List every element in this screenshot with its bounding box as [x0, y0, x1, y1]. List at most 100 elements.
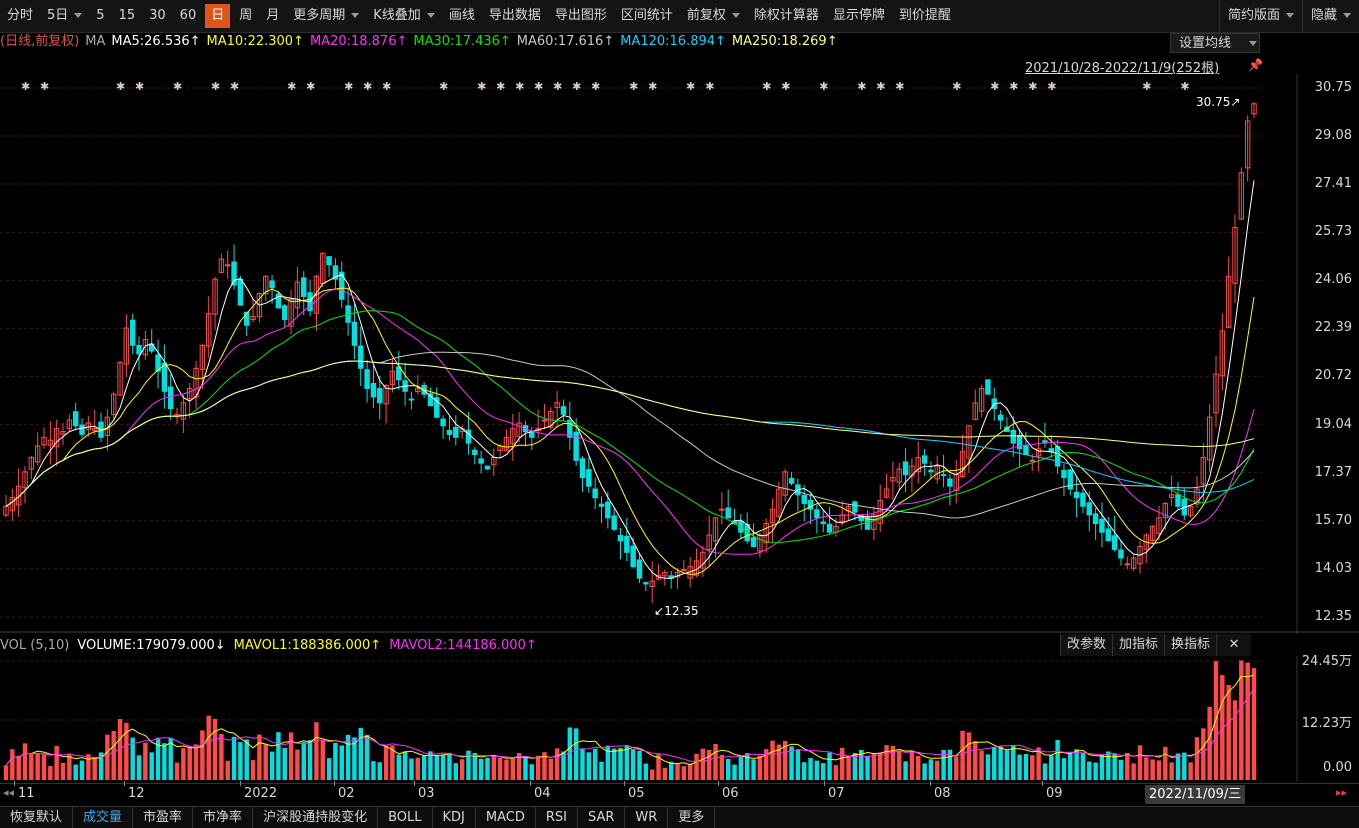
volume-bar	[1099, 754, 1105, 780]
toolbar-item-4[interactable]: 30	[142, 0, 173, 32]
toolbar-item-18[interactable]: 到价提醒	[892, 0, 958, 32]
tab-0[interactable]: 恢复默认	[0, 807, 74, 828]
toolbar-right-0[interactable]: 简约版面	[1218, 0, 1302, 32]
event-marker-icon[interactable]: ✱	[515, 80, 524, 93]
toolbar-item-3[interactable]: 15	[112, 0, 143, 32]
event-marker-icon[interactable]: ✱	[876, 80, 885, 93]
event-marker-icon[interactable]: ✱	[477, 80, 486, 93]
event-marker-icon[interactable]: ✱	[1142, 80, 1151, 93]
date-range-link[interactable]: 2021/10/28-2022/11/9(252根)	[1025, 61, 1220, 76]
candle-body	[364, 369, 370, 389]
tab-11[interactable]: 更多	[668, 807, 716, 828]
toolbar-item-14[interactable]: 区间统计	[614, 0, 680, 32]
event-marker-icon[interactable]: ✱	[952, 80, 961, 93]
event-marker-icon[interactable]: ✱	[781, 80, 790, 93]
volume-bar	[377, 762, 382, 780]
candle-body	[465, 429, 472, 444]
edit-params-button[interactable]: 改参数	[1060, 634, 1113, 656]
tab-3[interactable]: 市净率	[193, 807, 254, 828]
candlestick-chart[interactable]: ✱ ✱ ✱ ✱ ✱ ✱ ✱ ✱ ✱ ✱ ✱ ✱ ✱ ✱ ✱ ✱ ✱ ✱ ✱ ✱ ✱ ✱ ✱ ✱ ✱ ✱ ✱ ✱ ✱ ✱ ✱ ✱ ✱ ✱ ✱ ✱ ✱ 30.…	[0, 74, 1359, 634]
event-marker-icon[interactable]: ✱	[1028, 80, 1037, 93]
date-axis: ◂◂ 2022/11/09/三 ▸▸ 11 12 2022 02 03 04 05 06 07 0…	[0, 781, 1359, 806]
event-marker-icon[interactable]: ✱	[553, 80, 562, 93]
tab-2[interactable]: 市盈率	[133, 807, 194, 828]
event-marker-icon[interactable]: ✱	[762, 80, 771, 93]
event-marker-icon[interactable]: ✱	[705, 80, 714, 93]
scroll-left-icon[interactable]: ◂◂	[3, 786, 15, 799]
toolbar-item-12[interactable]: 导出数据	[482, 0, 548, 32]
chevron-down-icon	[731, 13, 740, 18]
event-marker-icon[interactable]: ✱	[439, 80, 448, 93]
pin-icon[interactable]: 📌	[1248, 58, 1263, 72]
tab-7[interactable]: MACD	[476, 807, 536, 828]
event-marker-icon[interactable]: ✱	[819, 80, 828, 93]
toolbar-item-0[interactable]: 分时	[0, 0, 40, 32]
tab-1[interactable]: 成交量	[73, 807, 134, 828]
event-marker-icon[interactable]: ✱	[648, 80, 657, 93]
volume-bar	[725, 759, 731, 780]
candle-body	[1244, 120, 1251, 169]
event-marker-icon[interactable]: ✱	[230, 80, 239, 93]
scroll-right-icon[interactable]: ▸▸	[1336, 786, 1348, 799]
toolbar-item-label: 60	[179, 8, 197, 23]
toolbar-item-13[interactable]: 导出图形	[548, 0, 614, 32]
candle-body	[1175, 494, 1181, 507]
toolbar-item-17[interactable]: 显示停牌	[826, 0, 892, 32]
event-marker-icon[interactable]: ✱	[287, 80, 296, 93]
volume-bar	[814, 760, 820, 780]
price-tick: 20.72	[1314, 368, 1352, 384]
event-marker-icon[interactable]: ✱	[1180, 80, 1189, 93]
set-ma-button[interactable]: 设置均线	[1170, 33, 1260, 53]
toolbar-item-8[interactable]: 月	[259, 0, 286, 32]
event-marker-icon[interactable]: ✱	[21, 80, 30, 93]
tab-9[interactable]: SAR	[578, 807, 626, 828]
volume-chart[interactable]	[0, 656, 1359, 782]
tab-4[interactable]: 沪深股通持股变化	[253, 807, 379, 828]
add-indicator-button[interactable]: 加指标	[1112, 634, 1165, 656]
event-marker-icon[interactable]: ✱	[895, 80, 904, 93]
toolbar-item-5[interactable]: 60	[173, 0, 204, 32]
event-marker-icon[interactable]: ✱	[990, 80, 999, 93]
event-marker-icon[interactable]: ✱	[40, 80, 49, 93]
month-tick: 11	[18, 786, 35, 801]
switch-indicator-button[interactable]: 换指标	[1164, 634, 1217, 656]
toolbar-item-11[interactable]: 画线	[442, 0, 482, 32]
toolbar-item-9[interactable]: 更多周期	[286, 0, 366, 32]
volume-bar	[320, 739, 325, 780]
toolbar-item-6[interactable]: 日	[205, 4, 231, 28]
volume-bar	[307, 740, 313, 780]
event-marker-icon[interactable]: ✱	[686, 80, 695, 93]
tab-8[interactable]: RSI	[536, 807, 578, 828]
tab-6[interactable]: KDJ	[433, 807, 476, 828]
event-marker-icon[interactable]: ✱	[534, 80, 543, 93]
tab-10[interactable]: WR	[625, 807, 669, 828]
event-marker-icon[interactable]: ✱	[1009, 80, 1018, 93]
event-marker-icon[interactable]: ✱	[857, 80, 866, 93]
event-marker-icon[interactable]: ✱	[306, 80, 315, 93]
event-marker-icon[interactable]: ✱	[344, 80, 353, 93]
event-marker-icon[interactable]: ✱	[1047, 80, 1056, 93]
event-marker-icon[interactable]: ✱	[173, 80, 182, 93]
event-marker-icon[interactable]: ✱	[629, 80, 638, 93]
event-marker-icon[interactable]: ✱	[135, 80, 144, 93]
event-marker-icon[interactable]: ✱	[591, 80, 600, 93]
toolbar-item-10[interactable]: K线叠加	[366, 0, 442, 32]
month-tick: 08	[934, 786, 951, 801]
toolbar-item-7[interactable]: 周	[232, 0, 259, 32]
toolbar-item-1[interactable]: 5日	[40, 0, 89, 32]
toolbar-item-16[interactable]: 除权计算器	[747, 0, 826, 32]
event-marker-icon[interactable]: ✱	[363, 80, 372, 93]
toolbar-item-label: 15	[118, 8, 136, 23]
event-marker-icon[interactable]: ✱	[211, 80, 220, 93]
toolbar-right-1[interactable]: 隐藏	[1301, 0, 1359, 32]
close-icon[interactable]: ✕	[1216, 634, 1252, 656]
toolbar-item-2[interactable]: 5	[89, 0, 111, 32]
toolbar-item-15[interactable]: 前复权	[680, 0, 747, 32]
event-marker-icon[interactable]: ✱	[572, 80, 581, 93]
event-marker-icon[interactable]: ✱	[116, 80, 125, 93]
event-marker-icon[interactable]: ✱	[382, 80, 391, 93]
volume-bar	[3, 765, 9, 780]
tab-5[interactable]: BOLL	[378, 807, 433, 828]
toolbar-item-label: 5日	[47, 8, 69, 23]
event-marker-icon[interactable]: ✱	[496, 80, 505, 93]
